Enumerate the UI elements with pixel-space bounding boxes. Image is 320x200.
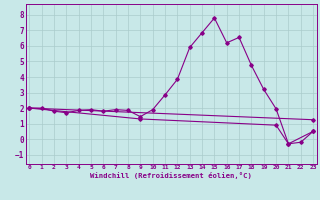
X-axis label: Windchill (Refroidissement éolien,°C): Windchill (Refroidissement éolien,°C) — [90, 172, 252, 179]
